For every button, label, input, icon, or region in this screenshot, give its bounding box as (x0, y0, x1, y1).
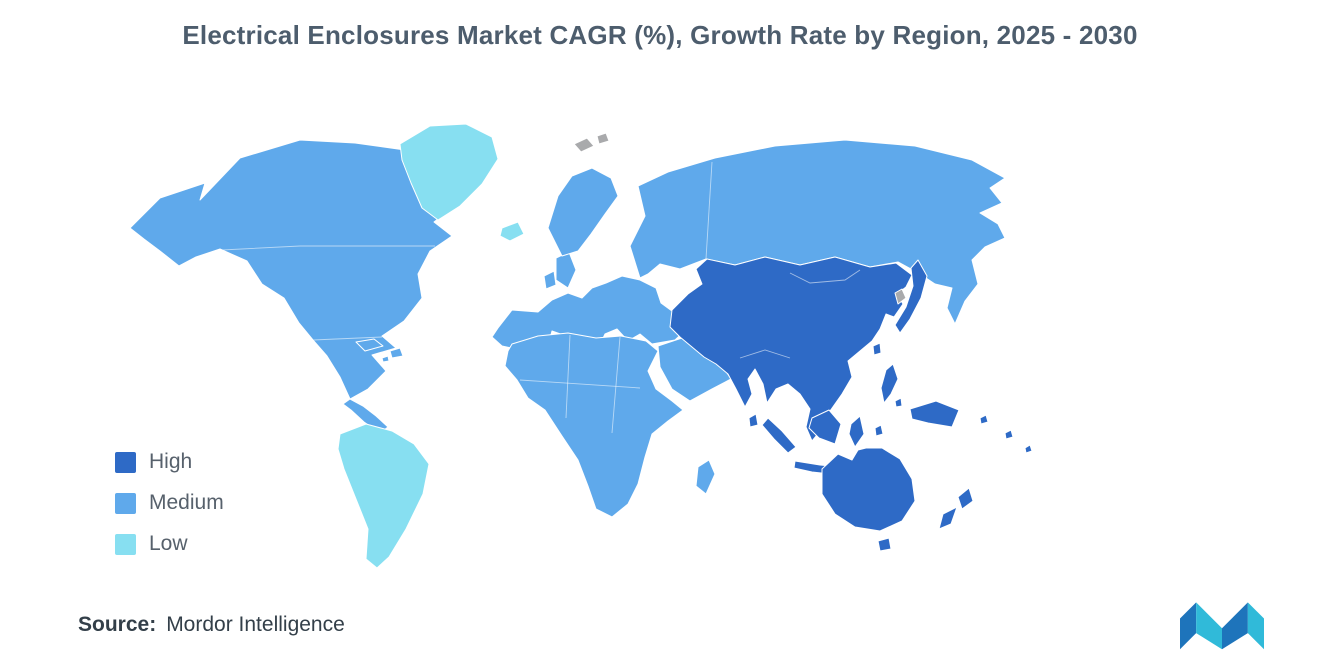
legend-item-low: Low (115, 532, 224, 556)
map-region-north-korea (894, 288, 907, 305)
legend-swatch-low (115, 533, 136, 555)
world-map-svg (129, 123, 1033, 569)
legend-label-low: Low (149, 532, 188, 555)
map-region-africa (504, 332, 684, 518)
map-region-ireland (543, 270, 557, 290)
map-region-uk (555, 251, 577, 289)
legend: High Medium Low (115, 450, 224, 556)
chart-title: Electrical Enclosures Market CAGR (%), G… (182, 20, 1138, 50)
legend-item-high: High (115, 450, 224, 474)
map-region-iceland (499, 221, 525, 242)
source-name: Mordor Intelligence (166, 613, 345, 636)
map-region-scandinavia (547, 167, 619, 257)
country-borders (221, 161, 861, 434)
map-region-sri-lanka (748, 413, 759, 428)
legend-label-high: High (149, 450, 193, 473)
mordor-logo-mark (1180, 602, 1264, 650)
map-region-asia-mainland (669, 256, 913, 442)
map-region-madagascar (695, 459, 716, 495)
map-region-australia (821, 447, 916, 532)
map-region-greenland (399, 123, 499, 221)
map-region-tasmania (877, 537, 892, 552)
map-region-caribbean (355, 338, 404, 363)
legend-swatch-high (115, 451, 136, 473)
map-region-japan (894, 259, 928, 334)
map-region-north-america (129, 139, 453, 400)
mordor-intelligence-logo (1180, 597, 1264, 653)
map-region-philippines (880, 363, 903, 408)
map-region-pacific-islands (979, 414, 1033, 454)
legend-label-medium: Medium (149, 491, 224, 514)
map-region-south-america (337, 423, 430, 569)
map-region-taiwan (872, 342, 882, 356)
map-region-new-zealand (938, 487, 974, 530)
source-prefix: Source: (78, 613, 157, 636)
source-attribution: Source: Mordor Intelligence (78, 613, 345, 637)
legend-item-medium: Medium (115, 491, 224, 515)
legend-swatch-medium (115, 492, 136, 514)
map-region-svalbard (573, 132, 610, 153)
world-map (100, 88, 1100, 588)
